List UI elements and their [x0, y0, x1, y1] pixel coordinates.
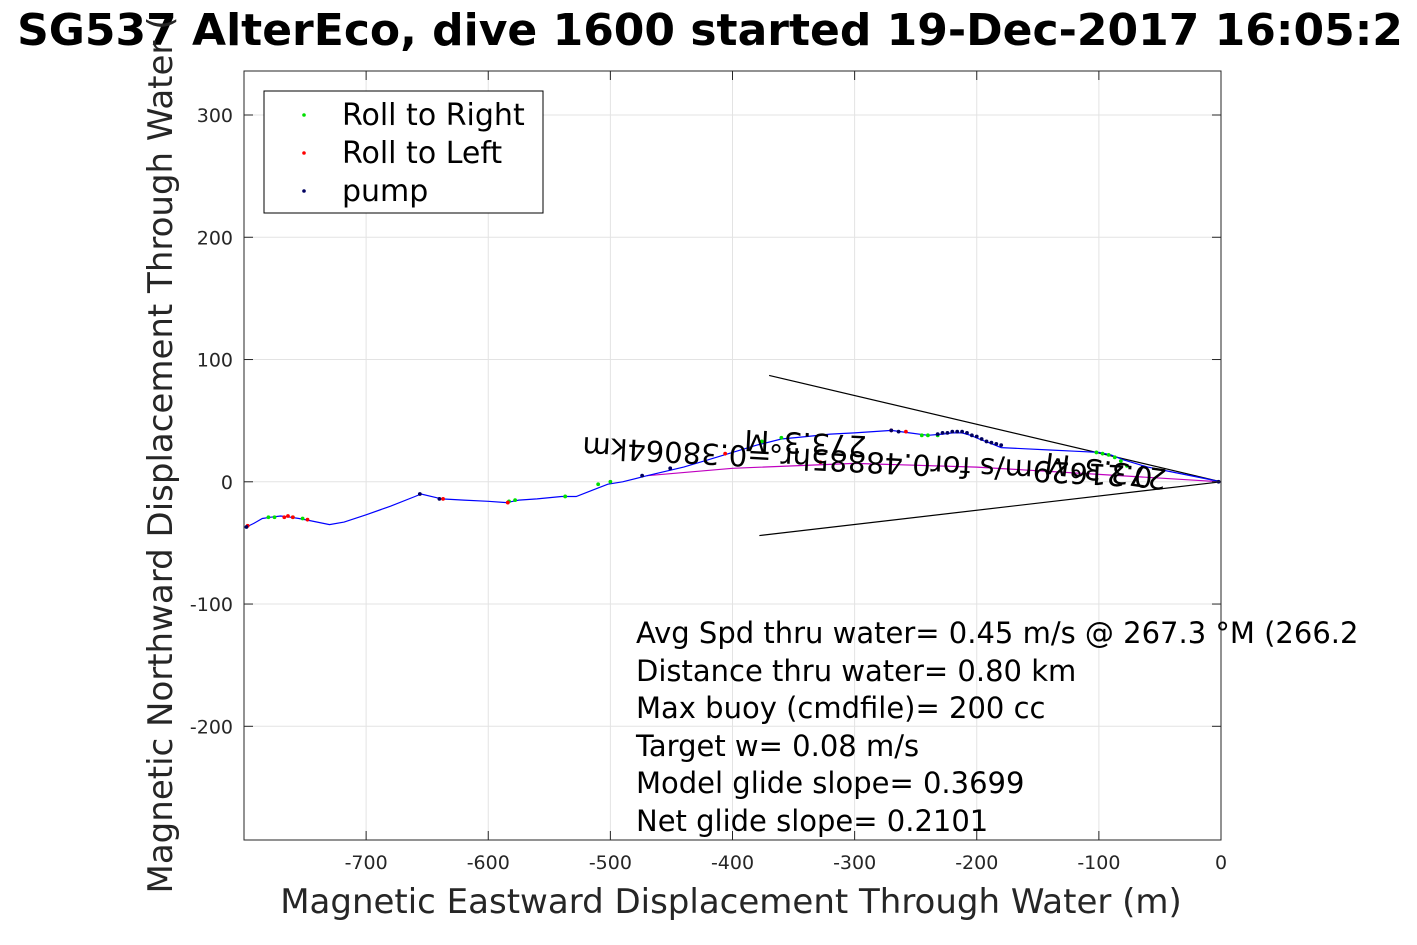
legend-label-roll-right: Roll to Right — [342, 98, 525, 133]
roll-right-point — [596, 482, 601, 487]
roll-left-point — [305, 517, 310, 522]
pump-point — [889, 428, 894, 433]
roll-right-point — [1094, 450, 1099, 455]
x-axis-label: Magnetic Eastward Displacement Through W… — [280, 882, 1182, 922]
roll-left-point — [441, 497, 445, 501]
roll-left-point — [282, 515, 287, 520]
legend-marker-roll-left — [302, 151, 306, 155]
roll-left-point — [904, 429, 908, 434]
roll-right-point — [919, 433, 924, 438]
y-tick-label: -200 — [190, 716, 233, 738]
roll-right-point — [266, 515, 271, 520]
pump-point — [974, 434, 979, 439]
roll-left-point — [286, 514, 290, 518]
y-tick-labels: -200 -100 0 100 200 300 — [190, 105, 233, 738]
x-tick-label: -700 — [345, 852, 388, 874]
x-tick-label: -200 — [955, 852, 998, 874]
pump-point — [244, 525, 249, 529]
roll-right-point — [513, 498, 518, 503]
pump-point — [984, 439, 989, 444]
stat-net-glide-slope: Net glide slope= 0.2101 — [636, 804, 988, 838]
pump-point — [945, 430, 950, 435]
x-tick-label: 0 — [1215, 852, 1227, 874]
stat-avg-speed: Avg Spd thru water= 0.45 m/s @ 267.3 °M … — [636, 616, 1358, 650]
legend-label-roll-left: Roll to Left — [342, 136, 502, 171]
y-tick-label: 300 — [197, 105, 233, 127]
roll-right-point — [779, 435, 784, 440]
legend: Roll to Right Roll to Left pump — [263, 90, 544, 214]
roll-left-point — [290, 515, 295, 520]
pump-point — [640, 473, 645, 478]
roll-right-point — [1106, 452, 1111, 457]
x-tick-label: -500 — [589, 852, 632, 874]
pump-point — [965, 430, 969, 435]
roll-right-point — [759, 439, 764, 444]
y-axis-label: Magnetic Northward Displacement Through … — [141, 17, 181, 894]
legend-box — [263, 90, 544, 214]
pump-point — [935, 432, 940, 437]
x-tick-label: -100 — [1077, 852, 1120, 874]
pump-point — [969, 433, 974, 438]
current-cone — [759, 374, 1222, 537]
legend-marker-roll-right — [302, 113, 306, 117]
pump-point — [940, 430, 945, 435]
pump-point — [979, 437, 984, 441]
cone-line — [769, 374, 1222, 483]
pump-point — [994, 441, 999, 446]
vector-label-heading-1: 273.3°M — [743, 423, 867, 463]
stat-model-glide-slope: Model glide slope= 0.3699 — [636, 766, 1024, 800]
x-tick-labels: -700 -600 -500 -400 -300 -200 -100 0 — [345, 852, 1227, 874]
y-tick-label: -100 — [190, 594, 233, 616]
markers — [244, 428, 1221, 529]
legend-marker-pump — [302, 189, 306, 193]
roll-right-point — [926, 433, 930, 438]
legend-label-pump: pump — [342, 174, 428, 209]
roll-right-point — [563, 494, 568, 499]
x-tick-label: -600 — [467, 852, 510, 874]
stat-target-w: Target w= 0.08 m/s — [635, 729, 919, 763]
pump-point — [955, 429, 960, 434]
chart-title: SG537 AlterEco, dive 1600 started 19-Dec… — [17, 5, 1403, 56]
pump-point — [950, 429, 955, 434]
stat-distance: Distance thru water= 0.80 km — [636, 654, 1076, 688]
pump-point — [668, 466, 673, 471]
roll-right-point — [300, 516, 305, 521]
roll-right-point — [1125, 463, 1129, 468]
ticks — [244, 71, 1222, 840]
dive-statistics: Avg Spd thru water= 0.45 m/s @ 267.3 °M … — [635, 616, 1358, 838]
x-tick-label: -300 — [833, 852, 876, 874]
pump-point — [989, 440, 994, 445]
roll-right-point — [272, 515, 277, 520]
y-tick-label: 0 — [221, 472, 233, 494]
roll-right-point — [1118, 459, 1123, 463]
surface-track-line — [646, 462, 1222, 483]
dive-track-line — [246, 429, 1222, 528]
roll-left-point — [723, 451, 728, 456]
pump-point — [960, 429, 964, 434]
pump-point — [896, 429, 901, 434]
roll-left-point — [818, 460, 823, 465]
pump-point — [437, 497, 442, 501]
pump-point — [417, 492, 422, 496]
cone-line — [759, 481, 1222, 537]
tracks — [246, 429, 1222, 528]
y-tick-label: 200 — [197, 227, 233, 249]
roll-right-point — [1100, 451, 1105, 456]
pump-point — [999, 443, 1004, 448]
roll-right-point — [608, 479, 613, 484]
stat-max-buoy: Max buoy (cmdfile)= 200 cc — [636, 691, 1045, 725]
y-tick-label: 100 — [197, 350, 233, 372]
x-tick-label: -400 — [711, 852, 754, 874]
roll-right-point — [1112, 455, 1117, 460]
roll-left-point — [505, 500, 510, 505]
